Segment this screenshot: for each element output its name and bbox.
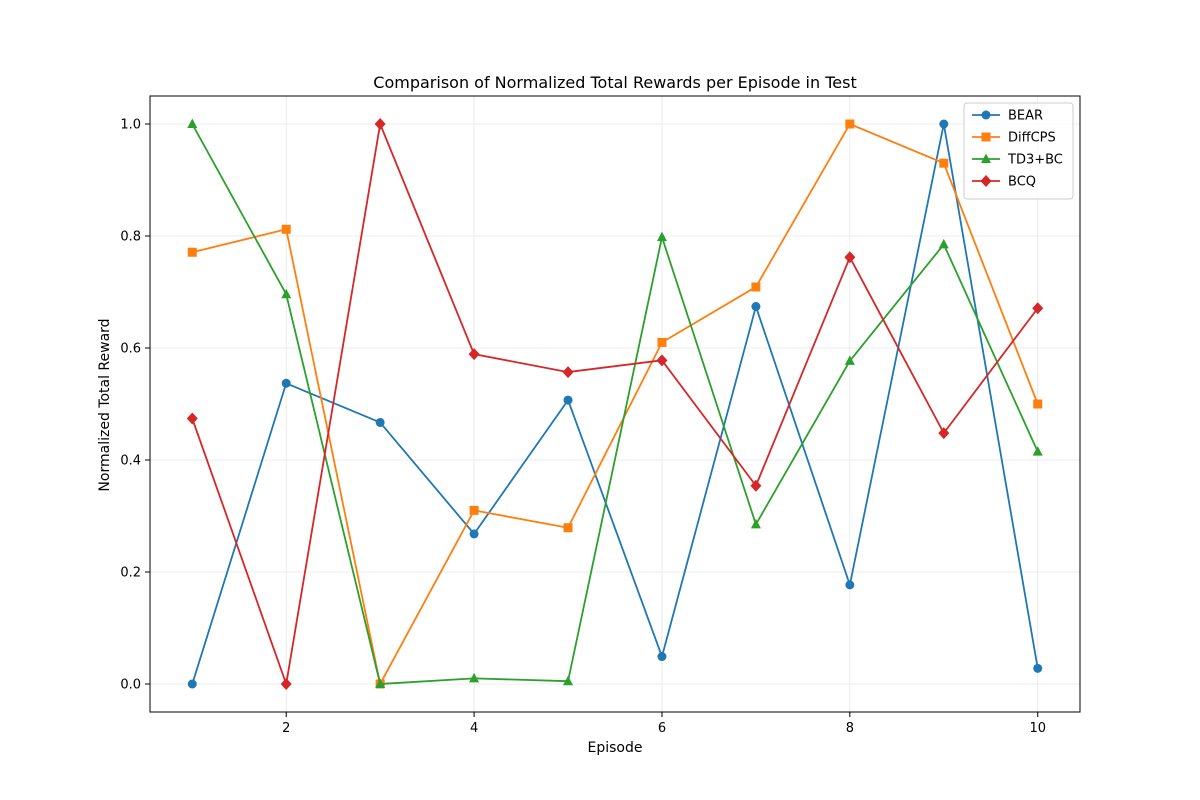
series-line-bear — [191, 123, 1039, 685]
tick-layer: 2 4 6 8 10 0.0 0.2 0.4 0.6 0.8 1.0 — [120, 118, 1046, 737]
legend-item-diffcps: DiffCPS — [972, 131, 1056, 146]
series-line-diffcps — [192, 123, 1039, 685]
legend-swatch-marker — [981, 153, 991, 163]
x-tick-label: 6 — [658, 721, 666, 736]
data-point-bear — [469, 529, 479, 539]
data-point-bcq — [1032, 302, 1044, 315]
data-point-bear — [375, 417, 385, 427]
series-bcq — [186, 118, 1044, 690]
data-point-td3-bc — [938, 238, 949, 249]
data-point-bear — [845, 580, 855, 590]
legend-label: BCQ — [1008, 175, 1036, 190]
y-axis-title: Normalized Total Reward — [97, 318, 113, 491]
series-layer — [186, 118, 1044, 690]
data-point-bcq — [844, 251, 856, 264]
x-tick-label: 10 — [1029, 721, 1046, 736]
data-point-bcq — [750, 479, 762, 492]
data-point-bear — [1033, 663, 1043, 673]
data-point-bear — [657, 652, 667, 662]
legend-label: TD3+BC — [1007, 153, 1063, 168]
data-point-diffcps — [751, 282, 761, 292]
x-axis-title: Episode — [588, 740, 643, 756]
x-tick-label: 8 — [846, 721, 854, 736]
legend-box — [963, 102, 1074, 200]
data-point-td3-bc — [844, 355, 855, 365]
legend-label: DiffCPS — [1008, 131, 1056, 146]
data-point-diffcps — [281, 224, 291, 234]
data-point-diffcps — [657, 337, 667, 347]
legend-item-td3-bc: TD3+BC — [972, 153, 1063, 168]
legend-item-bear: BEAR — [972, 109, 1043, 124]
data-point-diffcps — [187, 247, 197, 257]
legend-label: BEAR — [1008, 109, 1043, 124]
data-point-diffcps — [563, 523, 573, 533]
data-point-td3-bc — [187, 118, 198, 128]
legend-swatch-marker — [980, 175, 992, 187]
y-tick-label: 0.0 — [120, 678, 141, 693]
data-point-bear — [281, 378, 291, 388]
data-point-td3-bc — [656, 231, 667, 242]
series-td3-bc — [187, 118, 1043, 688]
data-point-td3-bc — [281, 288, 292, 299]
series-diffcps — [187, 119, 1043, 689]
series-line-bcq — [191, 123, 1039, 685]
x-tick-label: 4 — [470, 721, 478, 736]
grid — [150, 96, 1080, 712]
legend: BEAR DiffCPS TD3+BC BCQ — [963, 102, 1074, 200]
y-tick-label: 0.8 — [120, 230, 141, 245]
data-point-diffcps — [469, 505, 479, 515]
data-point-diffcps — [845, 119, 855, 129]
data-point-bear — [187, 679, 197, 689]
data-point-bear — [939, 119, 949, 129]
legend-swatch-marker — [981, 110, 991, 120]
data-point-diffcps — [1033, 399, 1043, 409]
series-line-td3-bc — [191, 123, 1039, 685]
legend-swatch-marker — [981, 132, 991, 142]
x-tick-label: 2 — [282, 721, 290, 736]
data-point-bcq — [280, 678, 292, 690]
data-point-td3-bc — [563, 675, 574, 686]
data-point-bcq — [468, 348, 480, 361]
data-point-bcq — [186, 412, 198, 425]
data-point-td3-bc — [469, 672, 480, 683]
data-point-td3-bc — [750, 518, 761, 529]
data-point-td3-bc — [375, 678, 386, 688]
y-tick-label: 0.4 — [120, 454, 141, 469]
chart-title: Comparison of Normalized Total Rewards p… — [373, 73, 856, 92]
data-point-bear — [751, 302, 761, 312]
data-point-td3-bc — [1032, 446, 1043, 456]
y-tick-label: 0.2 — [120, 566, 141, 581]
series-bear — [187, 119, 1043, 689]
y-tick-label: 1.0 — [120, 118, 141, 133]
y-tick-label: 0.6 — [120, 342, 141, 357]
plot-frame — [149, 95, 1081, 713]
legend-item-bcq: BCQ — [972, 175, 1036, 190]
data-point-diffcps — [939, 158, 949, 168]
data-point-bcq — [562, 366, 574, 379]
data-point-bcq — [656, 354, 668, 367]
data-point-bcq — [938, 427, 950, 440]
data-point-bcq — [374, 118, 386, 130]
data-point-bear — [563, 395, 573, 405]
